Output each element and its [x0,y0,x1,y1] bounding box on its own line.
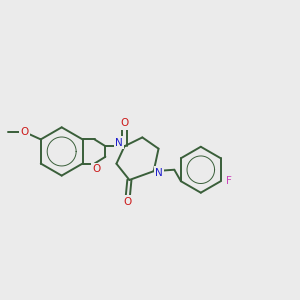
Text: O: O [120,118,129,128]
Text: F: F [226,176,232,186]
Text: N: N [116,138,123,148]
Text: N: N [155,168,163,178]
Text: O: O [92,164,100,174]
Text: O: O [20,127,29,137]
Text: O: O [124,197,132,207]
